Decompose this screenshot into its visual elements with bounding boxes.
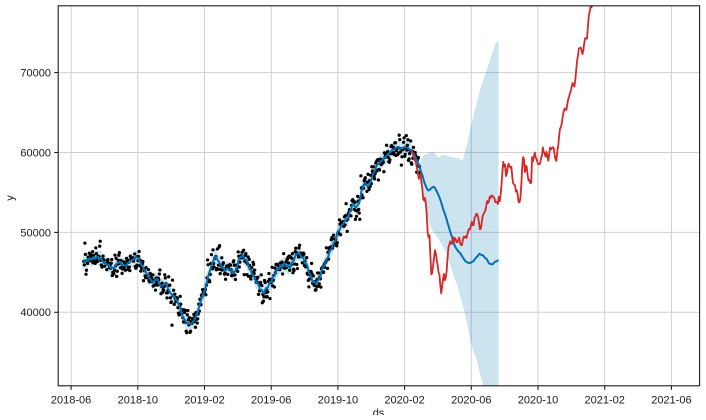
svg-text:2020-10: 2020-10 [518, 395, 558, 407]
svg-text:2020-06: 2020-06 [451, 395, 491, 407]
svg-text:2021-06: 2021-06 [651, 395, 691, 407]
svg-text:2018-06: 2018-06 [51, 395, 91, 407]
svg-text:2019-06: 2019-06 [251, 395, 291, 407]
svg-text:40000: 40000 [20, 307, 51, 319]
svg-text:2020-02: 2020-02 [384, 395, 424, 407]
svg-text:50000: 50000 [20, 227, 51, 239]
svg-text:2019-02: 2019-02 [184, 395, 224, 407]
svg-text:70000: 70000 [20, 68, 51, 80]
svg-text:60000: 60000 [20, 147, 51, 159]
svg-text:2019-10: 2019-10 [318, 395, 358, 407]
svg-text:2018-10: 2018-10 [118, 395, 158, 407]
svg-text:ds: ds [373, 408, 385, 416]
svg-text:y: y [5, 195, 17, 201]
svg-text:2021-02: 2021-02 [585, 395, 625, 407]
